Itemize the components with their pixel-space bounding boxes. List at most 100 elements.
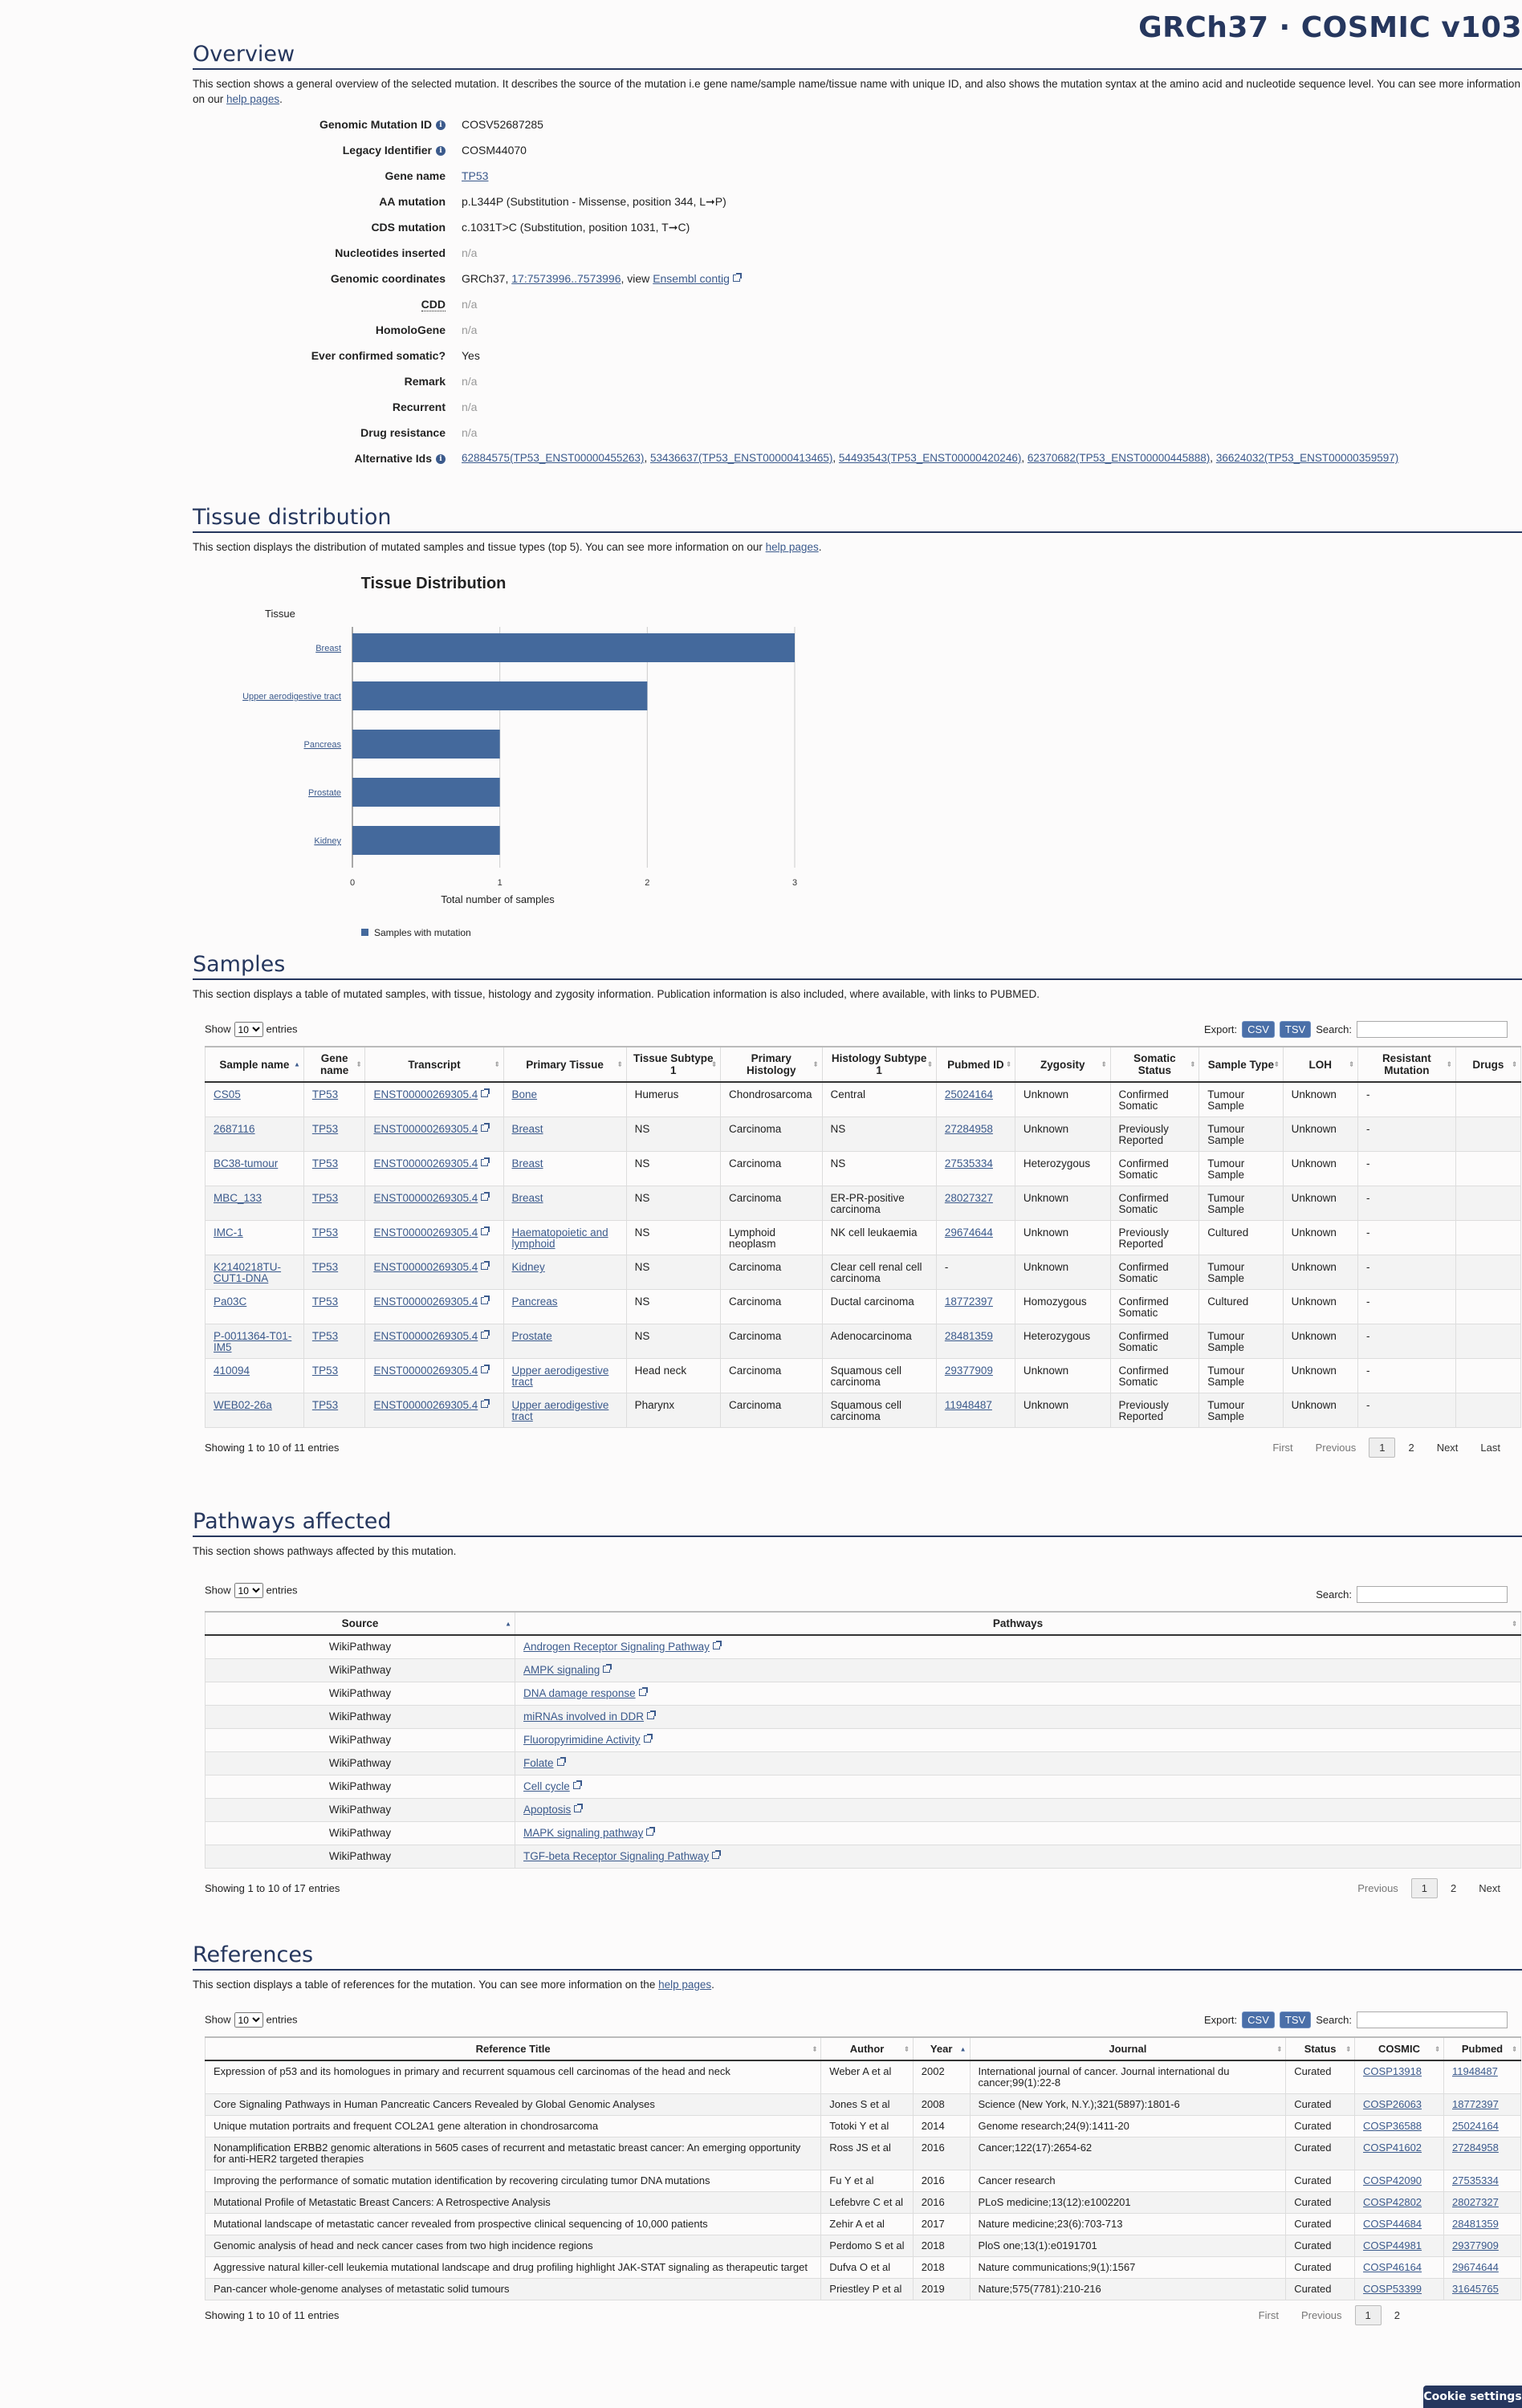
export-csv-button[interactable]: CSV (1242, 1021, 1275, 1038)
cookie-settings-button[interactable]: Cookie settings (1423, 2386, 1522, 2408)
category-label[interactable]: Upper aerodigestive tract (242, 692, 341, 702)
cosmic-link[interactable]: COSP44981 (1363, 2239, 1422, 2251)
transcript-link[interactable]: ENST00000269305.4 (373, 1399, 478, 1411)
samples-column-header[interactable]: Primary Histology ⇕ (719, 1046, 823, 1083)
gene-name-link[interactable]: TP53 (311, 1261, 339, 1273)
info-icon[interactable]: i (436, 120, 446, 130)
pager-previous[interactable]: Previous (1357, 1882, 1398, 1894)
pathway-link[interactable]: miRNAs involved in DDR (523, 1710, 645, 1723)
samples-column-header[interactable]: Sample Type ⇕ (1198, 1046, 1284, 1083)
pager-page-2[interactable]: 2 (1394, 2309, 1400, 2321)
sample-name-link[interactable]: WEB02-26a (214, 1399, 272, 1411)
alternative-id-link[interactable]: 62884575(TP53_ENST00000455263) (462, 452, 645, 464)
primary-tissue-link[interactable]: Prostate (511, 1330, 552, 1342)
category-label[interactable]: Prostate (308, 788, 341, 798)
primary-tissue-link[interactable]: Breast (511, 1123, 543, 1135)
help-pages-link[interactable]: help pages (765, 541, 819, 553)
samples-search-input[interactable] (1357, 1021, 1508, 1038)
gene-name-link[interactable]: TP53 (311, 1330, 339, 1342)
info-icon[interactable]: i (436, 454, 446, 464)
samples-column-header[interactable]: Sample name ▲ (205, 1046, 304, 1083)
pathway-link[interactable]: Androgen Receptor Signaling Pathway (523, 1641, 710, 1653)
pager-previous[interactable]: Previous (1300, 2309, 1342, 2321)
pubmed-link[interactable]: 27284958 (1452, 2142, 1499, 2154)
pathways-column-header[interactable]: Source ▲ (205, 1611, 515, 1636)
alternative-id-link[interactable]: 36624032(TP53_ENST00000359597) (1215, 452, 1399, 464)
pager-page-1[interactable]: 1 (1354, 2305, 1382, 2325)
sample-name-link[interactable]: 410094 (214, 1365, 250, 1377)
help-pages-link[interactable]: help pages (226, 93, 280, 105)
pubmed-link[interactable]: 27284958 (944, 1123, 993, 1135)
samples-column-header[interactable]: Drugs ⇕ (1455, 1046, 1522, 1083)
pager-page-1[interactable]: 1 (1410, 1878, 1439, 1898)
pathway-link[interactable]: MAPK signaling pathway (523, 1827, 644, 1839)
gene-name-link[interactable]: TP53 (311, 1226, 339, 1239)
transcript-link[interactable]: ENST00000269305.4 (373, 1226, 478, 1239)
gene-name-link[interactable]: TP53 (311, 1192, 339, 1204)
pathways-column-header[interactable]: Pathways ⇕ (515, 1611, 1521, 1636)
pager-first[interactable]: First (1258, 2309, 1279, 2321)
pager-page-1[interactable]: 1 (1369, 1438, 1396, 1458)
pager-previous[interactable]: Previous (1315, 1442, 1357, 1454)
references-column-header[interactable]: Journal ⇕ (969, 2036, 1287, 2061)
transcript-link[interactable]: ENST00000269305.4 (373, 1123, 478, 1135)
pubmed-link[interactable]: 27535334 (1452, 2174, 1499, 2186)
pathway-link[interactable]: Apoptosis (523, 1804, 572, 1816)
category-label[interactable]: Breast (315, 644, 341, 653)
pubmed-link[interactable]: 29674644 (944, 1226, 993, 1239)
pubmed-link[interactable]: 28027327 (944, 1192, 993, 1204)
transcript-link[interactable]: ENST00000269305.4 (373, 1365, 478, 1377)
alternative-id-link[interactable]: 53436637(TP53_ENST00000413465) (649, 452, 833, 464)
references-column-header[interactable]: Status ⇕ (1285, 2036, 1356, 2061)
primary-tissue-link[interactable]: Breast (511, 1192, 543, 1204)
samples-column-header[interactable]: Pubmed ID ⇕ (935, 1046, 1015, 1083)
samples-column-header[interactable]: LOH ⇕ (1282, 1046, 1358, 1083)
primary-tissue-link[interactable]: Pancreas (511, 1296, 558, 1308)
samples-column-header[interactable]: Zygosity ⇕ (1014, 1046, 1111, 1083)
ensembl-contig-link[interactable]: Ensembl contig (653, 272, 730, 285)
cosmic-link[interactable]: COSP42090 (1363, 2174, 1422, 2186)
sample-name-link[interactable]: MBC_133 (214, 1192, 262, 1204)
pubmed-link[interactable]: 27535334 (944, 1157, 993, 1169)
primary-tissue-link[interactable]: Kidney (511, 1261, 545, 1273)
pubmed-link[interactable]: 29674644 (1452, 2261, 1499, 2273)
samples-column-header[interactable]: Resistant Mutation ⇕ (1357, 1046, 1456, 1083)
references-column-header[interactable]: Author ⇕ (820, 2036, 914, 2061)
gene-name-link[interactable]: TP53 (462, 169, 489, 182)
pubmed-link[interactable]: 11948487 (1452, 2065, 1498, 2077)
genomic-coordinates-link[interactable]: 17:7573996..7573996 (511, 272, 621, 285)
references-column-header[interactable]: COSMIC ⇕ (1354, 2036, 1444, 2061)
help-pages-link[interactable]: help pages (658, 1979, 712, 1991)
transcript-link[interactable]: ENST00000269305.4 (373, 1330, 478, 1342)
cosmic-link[interactable]: COSP42802 (1363, 2196, 1422, 2208)
pubmed-link[interactable]: 29377909 (1452, 2239, 1499, 2251)
pubmed-link[interactable]: 29377909 (944, 1365, 993, 1377)
sample-name-link[interactable]: 2687116 (214, 1123, 255, 1135)
alternative-id-link[interactable]: 62370682(TP53_ENST00000445888) (1027, 452, 1211, 464)
gene-name-link[interactable]: TP53 (311, 1157, 339, 1169)
pathway-link[interactable]: TGF-beta Receptor Signaling Pathway (523, 1850, 710, 1862)
samples-column-header[interactable]: Gene name ⇕ (303, 1046, 366, 1083)
pubmed-link[interactable]: 25024164 (944, 1088, 993, 1100)
references-page-size-select[interactable]: 10 (234, 2012, 263, 2028)
export-tsv-button[interactable]: TSV (1279, 2011, 1312, 2028)
gene-name-link[interactable]: TP53 (311, 1123, 339, 1135)
pathway-link[interactable]: Folate (523, 1757, 554, 1769)
transcript-link[interactable]: ENST00000269305.4 (373, 1088, 478, 1100)
samples-column-header[interactable]: Transcript ⇕ (364, 1046, 504, 1083)
cosmic-link[interactable]: COSP13918 (1363, 2065, 1422, 2077)
pager-next[interactable]: Next (1479, 1882, 1500, 1894)
sample-name-link[interactable]: P-0011364-T01-IM5 (214, 1330, 292, 1353)
samples-column-header[interactable]: Somatic Status ⇕ (1109, 1046, 1200, 1083)
samples-page-size-select[interactable]: 10 (234, 1022, 263, 1037)
pager-page-2[interactable]: 2 (1408, 1442, 1414, 1454)
sample-name-link[interactable]: IMC-1 (214, 1226, 243, 1239)
references-column-header[interactable]: Pubmed ⇕ (1443, 2036, 1521, 2061)
export-csv-button[interactable]: CSV (1242, 2011, 1275, 2028)
references-column-header[interactable]: Reference Title ⇕ (204, 2036, 822, 2061)
alternative-id-link[interactable]: 54493543(TP53_ENST00000420246) (838, 452, 1022, 464)
pager-last[interactable]: Last (1480, 1442, 1500, 1454)
pathway-link[interactable]: DNA damage response (523, 1687, 636, 1699)
gene-name-link[interactable]: TP53 (311, 1296, 339, 1308)
pubmed-link[interactable]: 28481359 (1452, 2218, 1499, 2230)
